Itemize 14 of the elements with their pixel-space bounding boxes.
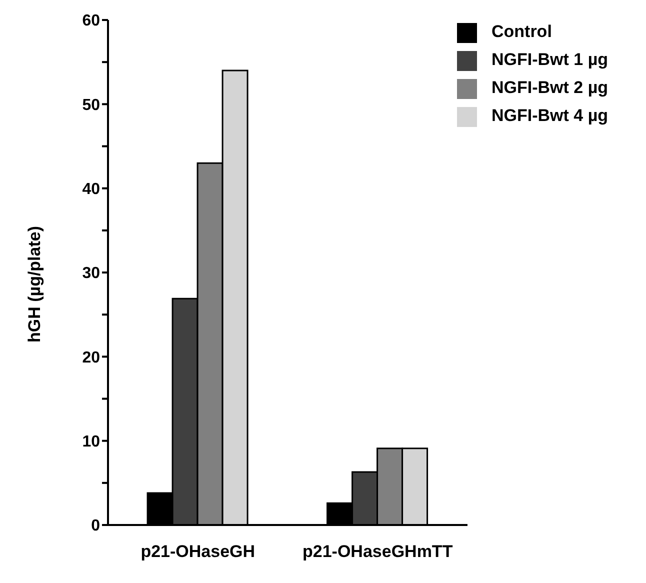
legend-label: NGFI-Bwt 1 µg	[491, 50, 608, 69]
y-tick-label: 60	[82, 12, 100, 30]
y-tick-label: 10	[82, 434, 100, 451]
y-tick-label: 50	[82, 96, 100, 114]
y-tick-label: 0	[91, 518, 100, 535]
x-tick-label: p21-OHaseGHmTT	[302, 542, 454, 562]
y-tick-label: 40	[82, 181, 100, 198]
legend-label: NGFI-Bwt 4 µg	[491, 106, 608, 125]
y-tick-label: 30	[82, 265, 100, 282]
y-tick-label: 20	[82, 349, 100, 366]
legend-label: Control	[491, 22, 552, 41]
x-tick-label: p21-OHaseGH	[140, 542, 256, 562]
y-axis-title: hGH (µg/plate)	[25, 226, 44, 342]
legend-label: NGFI-Bwt 2 µg	[491, 78, 608, 97]
